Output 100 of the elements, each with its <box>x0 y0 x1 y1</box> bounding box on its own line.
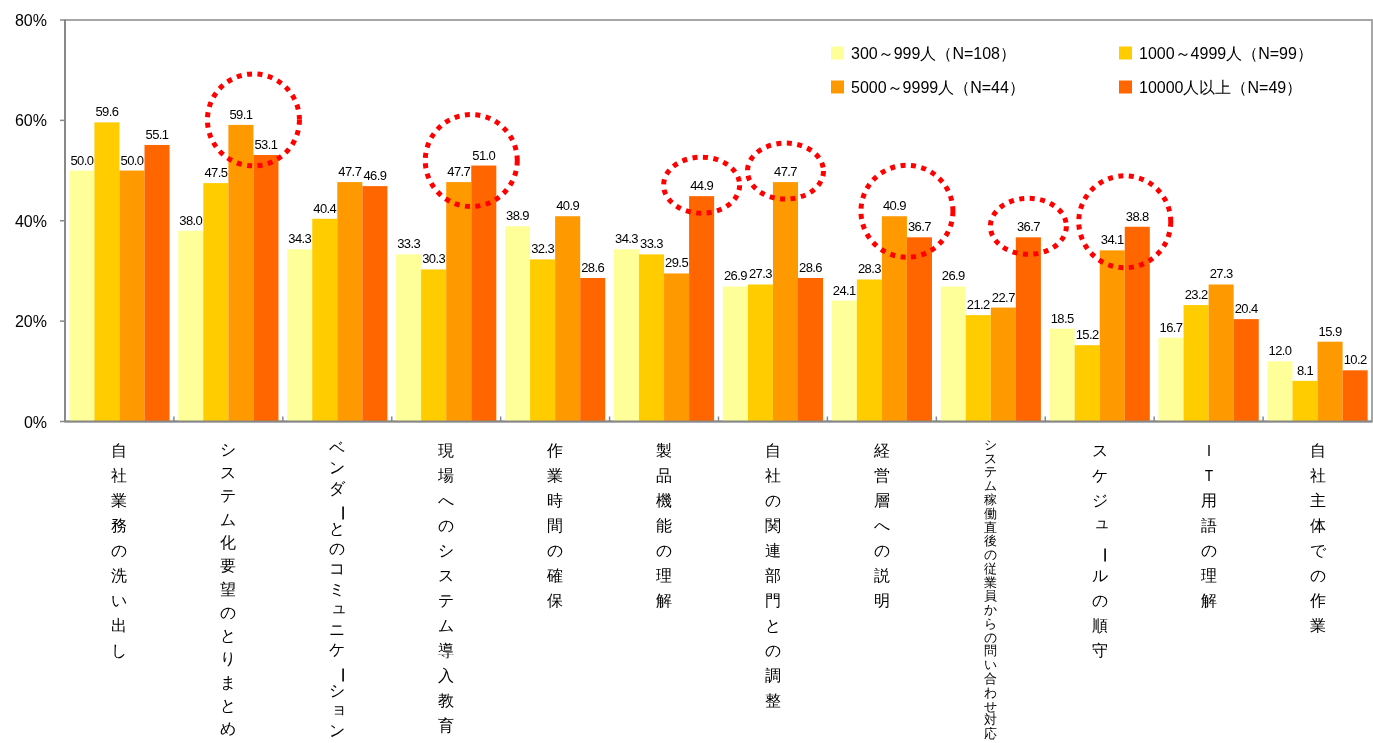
data-label: 46.9 <box>363 168 387 184</box>
data-label: 40.9 <box>882 198 907 214</box>
data-label: 38.0 <box>179 212 203 228</box>
bar <box>1124 226 1150 422</box>
bar <box>940 286 966 422</box>
bar <box>638 254 665 422</box>
data-label: 10.2 <box>1343 352 1367 368</box>
data-label: 32.3 <box>531 241 555 257</box>
data-label: 27.3 <box>748 266 773 282</box>
data-label: 15.2 <box>1075 327 1099 343</box>
category-label: スケジュールの順守 <box>1091 441 1114 658</box>
data-label: 34.1 <box>1100 232 1125 248</box>
bar <box>362 186 388 422</box>
bar <box>471 165 497 422</box>
bar <box>1183 305 1209 422</box>
data-label: 22.7 <box>991 289 1016 305</box>
bar <box>881 216 907 422</box>
bar <box>906 237 932 422</box>
bar <box>228 124 254 422</box>
data-label: 15.9 <box>1318 323 1342 339</box>
data-label: 59.1 <box>229 106 253 122</box>
data-label: 47.5 <box>204 165 228 181</box>
category-label: 現場へのシステム導入教育 <box>438 441 455 733</box>
bar <box>1342 370 1368 422</box>
category-label: システム稼働直後の従業員からの問い合わせ対応 <box>984 436 998 741</box>
data-label: 47.7 <box>774 164 798 180</box>
bar <box>337 182 363 422</box>
data-label: 40.9 <box>556 198 580 214</box>
data-label: 47.7 <box>338 164 362 180</box>
bar <box>1074 345 1100 422</box>
bar <box>144 144 170 422</box>
data-label: 36.7 <box>1016 219 1041 235</box>
y-tick-label: 0% <box>23 413 47 431</box>
legend-label: 300～999人（N=108） <box>851 45 1016 62</box>
data-label: 51.0 <box>472 147 496 163</box>
bar <box>613 249 639 422</box>
bar <box>1099 250 1125 422</box>
data-label: 34.3 <box>615 231 639 247</box>
data-label: 20.4 <box>1234 301 1259 317</box>
bar <box>119 170 145 422</box>
bar <box>505 226 531 422</box>
data-label: 28.3 <box>857 261 882 277</box>
data-label: 38.9 <box>506 208 530 224</box>
bar <box>1267 361 1293 422</box>
bar <box>178 230 204 422</box>
data-label: 30.3 <box>422 251 446 267</box>
data-label: 24.1 <box>832 282 857 298</box>
bar <box>253 155 279 422</box>
data-label: 38.8 <box>1125 208 1150 224</box>
data-label: 33.3 <box>640 236 664 252</box>
data-label: 27.3 <box>1209 266 1233 282</box>
data-label: 50.0 <box>70 152 94 168</box>
bar <box>1317 341 1343 422</box>
y-tick-label: 60% <box>14 112 47 130</box>
bar <box>1292 380 1318 422</box>
y-tick-label: 80% <box>14 12 47 29</box>
bar <box>203 183 229 422</box>
data-label: 47.7 <box>447 164 471 180</box>
bar <box>722 286 748 422</box>
data-label: 55.1 <box>145 126 169 142</box>
bar <box>1233 319 1259 422</box>
data-label: 12.0 <box>1268 343 1292 359</box>
bar <box>965 315 991 422</box>
data-label: 26.9 <box>723 268 748 284</box>
category-label: 自社主体での作業 <box>1309 441 1326 633</box>
bar <box>831 300 857 422</box>
category-label: ＩＴ用語の理解 <box>1200 441 1217 608</box>
bar <box>287 249 313 422</box>
data-label: 50.0 <box>120 152 144 168</box>
bar <box>69 170 95 422</box>
bar <box>312 218 338 422</box>
category-label: ベンダーとのコミュニケーション <box>329 438 352 739</box>
bar <box>421 269 447 422</box>
data-label: 16.7 <box>1159 319 1183 335</box>
bar <box>446 182 472 422</box>
bar <box>1049 328 1075 422</box>
category-label: 自社の関連部門との調整 <box>764 441 781 708</box>
bar <box>990 307 1016 422</box>
data-label: 8.1 <box>1296 362 1314 378</box>
data-label: 29.5 <box>665 255 689 271</box>
data-label: 36.7 <box>908 219 932 235</box>
bar <box>94 122 120 422</box>
data-label: 18.5 <box>1050 310 1074 326</box>
bar <box>798 277 824 422</box>
category-label: 自社業務の洗い出し <box>111 441 128 658</box>
bar <box>689 196 715 422</box>
data-label: 40.4 <box>313 200 337 216</box>
bar <box>747 284 773 422</box>
bar <box>530 259 556 422</box>
category-label: 経営層への説明 <box>873 441 890 608</box>
data-label: 44.9 <box>690 178 714 194</box>
bar <box>1015 237 1041 422</box>
data-label: 53.1 <box>254 137 278 152</box>
data-label: 59.6 <box>95 104 119 120</box>
legend-label: 10000人以上（N=49） <box>1139 79 1303 96</box>
data-label: 28.6 <box>799 259 823 275</box>
bar <box>580 277 606 422</box>
data-label: 21.2 <box>966 297 991 313</box>
data-label: 23.2 <box>1184 287 1208 303</box>
y-tick-label: 40% <box>14 212 47 230</box>
